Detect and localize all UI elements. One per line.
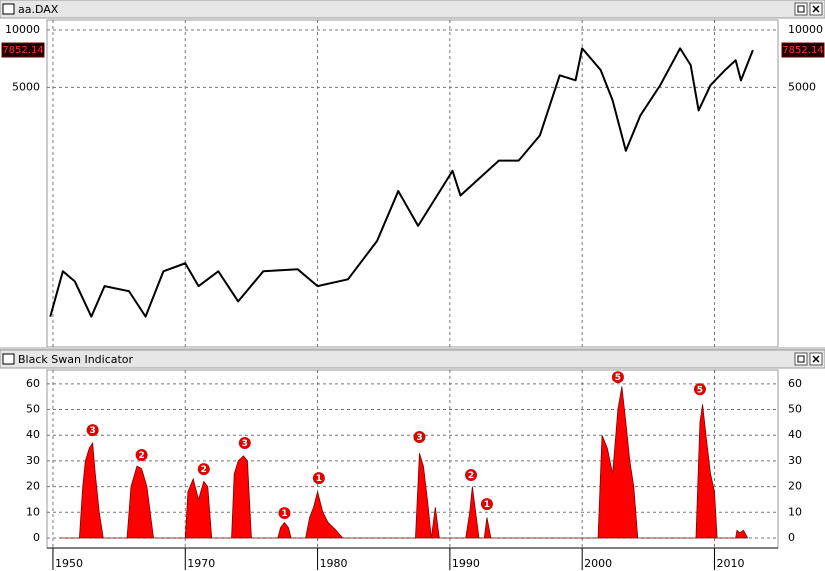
x-tick-label: 2010: [716, 557, 744, 570]
annotation-label: 2: [468, 471, 474, 481]
annotation-label: 1: [484, 500, 490, 510]
indicator-area: [59, 386, 749, 539]
y-tick-label: 10000: [5, 23, 40, 36]
last-value-label: 7852.14: [782, 45, 823, 56]
last-value-box: [781, 42, 825, 58]
pane-title-bar: [0, 349, 825, 369]
annotation-badge: [197, 463, 210, 476]
restore-icon: [797, 5, 805, 13]
y-tick-label: 5000: [788, 80, 816, 93]
y-tick-label: 60: [788, 377, 802, 390]
pane-splitter[interactable]: [0, 347, 825, 350]
y-tick-label: 10: [788, 505, 802, 518]
annotation-label: 5: [615, 373, 621, 383]
plot-area: [46, 19, 779, 348]
y-tick-label: 30: [26, 454, 40, 467]
restore-button[interactable]: [794, 2, 808, 16]
annotation-badge: [312, 472, 325, 485]
x-tick-label: 1980: [320, 557, 348, 570]
pane-title: Black Swan Indicator: [18, 353, 134, 366]
restore-icon: [797, 355, 805, 363]
annotation-badge: [278, 507, 291, 520]
annotation-label: 3: [242, 439, 248, 449]
y-tick-label: 20: [788, 480, 802, 493]
plot-area: [46, 369, 779, 549]
last-value-label: 7852.14: [2, 45, 43, 56]
y-tick-label: 20: [26, 480, 40, 493]
annotation-badge: [465, 469, 478, 482]
annotation-label: 3: [90, 426, 96, 436]
annotation-label: 5: [697, 385, 703, 395]
annotation-label: 3: [416, 433, 422, 443]
annotation-badge: [413, 431, 426, 444]
close-icon: [812, 5, 820, 13]
restore-button[interactable]: [794, 352, 808, 366]
x-tick-label: 1950: [55, 557, 83, 570]
x-tick-label: 1970: [187, 557, 215, 570]
pane-icon: [2, 353, 15, 365]
pane-icon: [2, 3, 15, 15]
annotation-label: 2: [138, 451, 144, 461]
y-tick-label: 40: [26, 428, 40, 441]
x-tick-label: 2000: [584, 557, 612, 570]
annotation-label: 2: [201, 465, 207, 475]
y-tick-label: 0: [33, 531, 40, 544]
y-tick-label: 30: [788, 454, 802, 467]
y-tick-label: 10: [26, 505, 40, 518]
y-tick-label: 0: [788, 531, 795, 544]
annotation-label: 1: [281, 509, 287, 519]
y-tick-label: 10000: [788, 23, 823, 36]
annotation-badge: [480, 498, 493, 511]
pane-title: aa.DAX: [18, 3, 59, 16]
y-tick-label: 60: [26, 377, 40, 390]
annotation-badge: [135, 449, 148, 462]
annotation-badge: [693, 383, 706, 396]
y-tick-label: 50: [788, 403, 802, 416]
annotation-badge: [611, 371, 624, 384]
last-value-box: [1, 42, 45, 58]
annotation-label: 1: [316, 474, 322, 484]
price-line: [49, 47, 754, 318]
y-tick-label: 50: [26, 403, 40, 416]
x-tick-label: 1990: [452, 557, 480, 570]
annotation-badge: [238, 436, 251, 449]
pane-title-bar: [0, 0, 825, 19]
y-tick-label: 40: [788, 428, 802, 441]
close-icon: [812, 355, 820, 363]
y-tick-label: 5000: [12, 80, 40, 93]
annotation-badge: [86, 424, 99, 437]
